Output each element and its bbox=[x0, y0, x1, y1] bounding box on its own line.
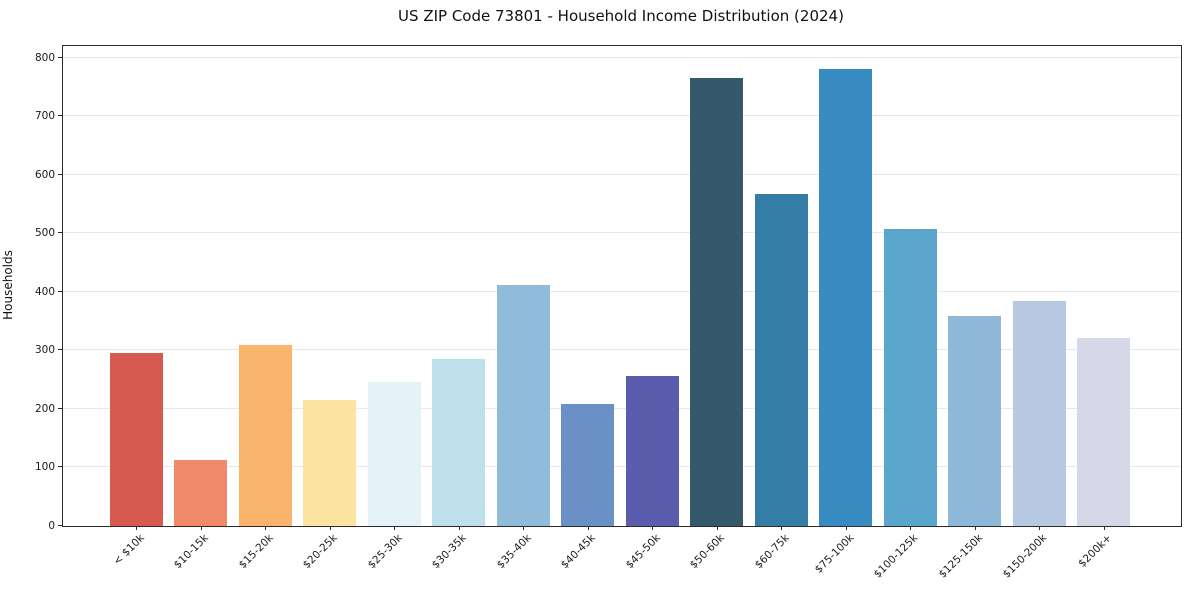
x-tick-label: $75-100k bbox=[812, 532, 856, 576]
x-tick-mark bbox=[652, 526, 653, 530]
x-tick-mark bbox=[781, 526, 782, 530]
y-tick-mark bbox=[58, 349, 62, 351]
x-tick-mark bbox=[1039, 526, 1040, 530]
y-tick-label: 100 bbox=[34, 461, 55, 474]
gridline bbox=[63, 173, 1181, 175]
y-tick-mark bbox=[58, 290, 62, 292]
bar-15-20k bbox=[238, 345, 292, 526]
y-tick-mark bbox=[58, 173, 62, 175]
bar-150-200k bbox=[1012, 301, 1066, 526]
y-tick-label: 0 bbox=[48, 520, 55, 532]
plot-area: 0 100 200 300 400 500 600 700 800 < $10k $10-15k $1… bbox=[35, 45, 1182, 581]
bar-10k bbox=[109, 353, 163, 526]
x-tick-label: $25-30k bbox=[365, 532, 405, 572]
x-tick-label: $200k+ bbox=[1076, 532, 1114, 570]
x-tick-mark bbox=[1103, 526, 1105, 530]
x-tick-mark bbox=[265, 526, 266, 530]
x-tick-mark bbox=[910, 526, 911, 530]
x-tick-label: $50-60k bbox=[687, 532, 727, 572]
bar-30-35k bbox=[432, 359, 485, 526]
gridline bbox=[63, 349, 1181, 351]
x-tick-label: $60-75k bbox=[752, 532, 792, 572]
y-tick-label: 700 bbox=[34, 110, 55, 123]
bar-40-45k bbox=[561, 403, 614, 526]
y-tick-mark bbox=[58, 466, 62, 468]
x-tick-label: $35-40k bbox=[494, 532, 534, 572]
x-tick-mark bbox=[845, 526, 847, 530]
x-tick-mark bbox=[587, 526, 589, 530]
y-tick-label: 600 bbox=[34, 168, 55, 181]
x-tick-mark bbox=[523, 526, 524, 530]
x-tick-mark bbox=[458, 526, 460, 530]
y-tick-label: 400 bbox=[34, 285, 55, 298]
bar-200k+ bbox=[1077, 337, 1130, 526]
x-tick-label: $10-15k bbox=[171, 532, 211, 572]
gridline bbox=[63, 466, 1181, 468]
bar-35-40k bbox=[496, 285, 550, 526]
x-tick-label: $150-200k bbox=[1000, 532, 1050, 581]
y-tick-mark bbox=[58, 407, 62, 409]
y-tick-mark bbox=[58, 232, 62, 234]
bar-25-30k bbox=[367, 382, 421, 526]
gridline bbox=[63, 232, 1181, 234]
bar-20-25k bbox=[303, 399, 356, 526]
x-tick-label: $15-20k bbox=[236, 532, 276, 572]
x-tick-mark bbox=[329, 526, 331, 530]
y-tick-label: 200 bbox=[34, 402, 55, 415]
x-tick-mark bbox=[200, 526, 202, 530]
bar-45-50k bbox=[625, 376, 679, 526]
x-tick-label: $100-125k bbox=[871, 532, 921, 581]
gridline bbox=[63, 290, 1181, 292]
bar-60-75k bbox=[754, 193, 808, 526]
x-tick-mark bbox=[974, 526, 976, 530]
gridline bbox=[63, 56, 1181, 58]
x-tick-label: $125-150k bbox=[936, 532, 985, 581]
gridline bbox=[63, 407, 1181, 409]
y-tick-label: 500 bbox=[34, 227, 55, 240]
chart-title: US ZIP Code 73801 - Household Income Dis… bbox=[398, 7, 844, 25]
y-tick-label: 800 bbox=[34, 51, 55, 64]
x-tick-label: $45-50k bbox=[623, 532, 663, 572]
bar-100-125k bbox=[883, 228, 937, 526]
y-tick-label: 300 bbox=[34, 344, 55, 357]
bar-10-15k bbox=[174, 459, 227, 526]
y-tick-mark bbox=[58, 56, 62, 58]
x-tick-label: $30-35k bbox=[429, 532, 469, 572]
y-tick-mark bbox=[58, 525, 62, 526]
x-tick-mark bbox=[136, 526, 137, 530]
x-tick-label: < $10k bbox=[110, 532, 147, 568]
x-tick-label: $20-25k bbox=[300, 532, 340, 572]
x-tick-mark bbox=[716, 526, 718, 530]
bar-125-150k bbox=[948, 316, 1001, 526]
x-tick-label: $40-45k bbox=[558, 532, 598, 572]
gridline bbox=[63, 115, 1181, 117]
y-tick-mark bbox=[58, 115, 62, 117]
bar-75-100k bbox=[819, 69, 872, 526]
x-tick-mark bbox=[394, 526, 395, 530]
y-axis-label: Households bbox=[1, 250, 15, 320]
bar-50-60k bbox=[690, 78, 743, 526]
